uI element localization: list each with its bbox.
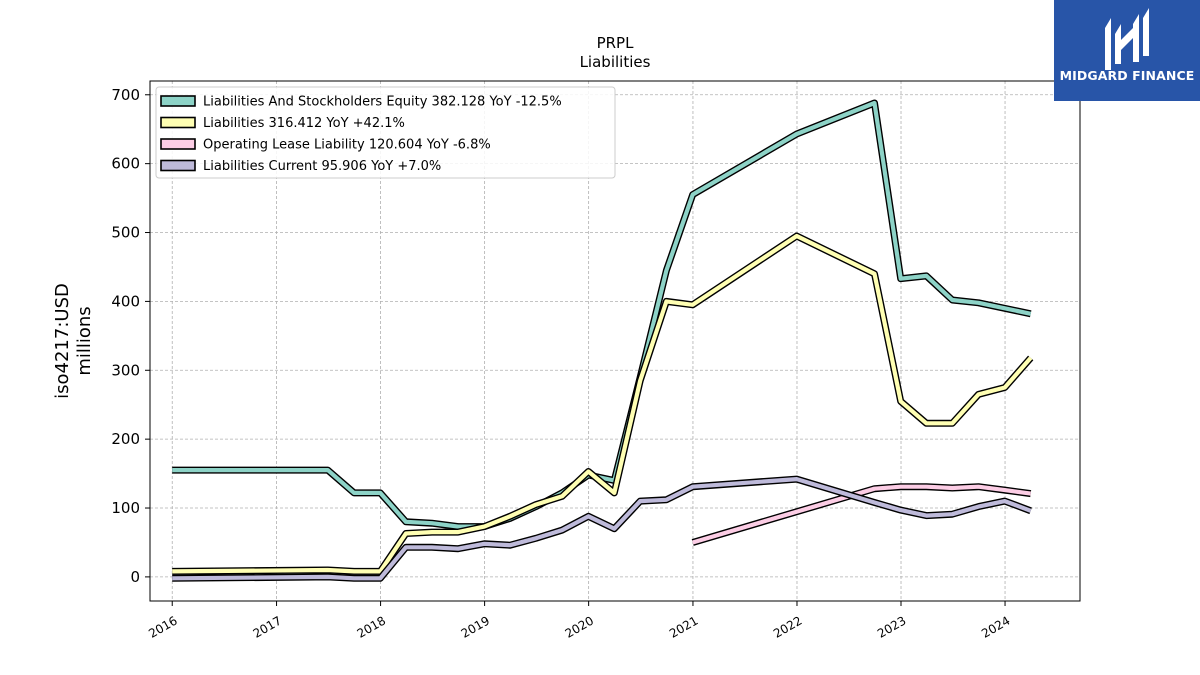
x-tick-label: 2022 [771, 613, 804, 640]
x-axis-ticks: 2016 2017 2018 2019 2020 2021 2022 2023 2024 [146, 601, 1013, 641]
legend-swatch [160, 95, 196, 107]
legend-label: Liabilities 316.412 YoY +42.1% [203, 116, 405, 131]
legend-swatch [160, 116, 196, 129]
legend-label: Operating Lease Liability 120.604 YoY -6… [203, 138, 491, 153]
y-axis-label: iso4217:USD [52, 283, 73, 399]
y-tick-label: 200 [111, 430, 140, 448]
legend-label: Liabilities And Stockholders Equity 382.… [203, 95, 562, 110]
y-tick-label: 500 [111, 224, 140, 242]
chart-subtitle: Liabilities [580, 53, 651, 71]
series-liabilities [172, 232, 1034, 575]
plot-frame [149, 80, 1081, 602]
series-line [692, 484, 1031, 545]
x-tick-label: 2020 [563, 613, 596, 640]
y-axis-ticks: 0 100 200 300 400 500 600 700 [111, 86, 150, 586]
y-tick-label: 100 [111, 499, 140, 517]
series-outline [172, 475, 1032, 582]
series-lines [172, 99, 1034, 582]
x-tick-label: 2016 [146, 613, 179, 640]
series-line [172, 477, 1032, 581]
x-tick-label: 2017 [251, 613, 284, 640]
series-line [172, 233, 1033, 574]
legend-label: Liabilities Current 95.906 YoY +7.0% [203, 159, 441, 174]
series-liabilities-current [172, 475, 1032, 582]
legend-box [155, 86, 616, 179]
y-axis-label-units: millions [74, 306, 95, 375]
y-tick-label: 400 [111, 292, 140, 310]
brand-logo: MIDGARD FINANCE [1054, 0, 1200, 101]
x-tick-label: 2021 [667, 613, 700, 640]
y-tick-label: 700 [111, 86, 140, 104]
x-tick-label: 2024 [979, 613, 1012, 640]
series-operating-lease-liability [691, 483, 1032, 546]
legend-swatch [160, 159, 196, 172]
y-tick-label: 600 [111, 155, 140, 173]
x-tick-label: 2018 [355, 613, 388, 640]
chart-title: PRPL [597, 34, 635, 52]
legend-swatch [160, 138, 196, 150]
legend: Liabilities And Stockholders Equity 382.… [155, 86, 616, 179]
x-tick-label: 2019 [459, 613, 492, 640]
y-tick-label: 300 [111, 361, 140, 379]
logo-mark-icon [1105, 8, 1149, 70]
logo-text: MIDGARD FINANCE [1059, 68, 1195, 83]
y-tick-label: 0 [130, 568, 140, 586]
x-tick-label: 2023 [875, 613, 908, 640]
